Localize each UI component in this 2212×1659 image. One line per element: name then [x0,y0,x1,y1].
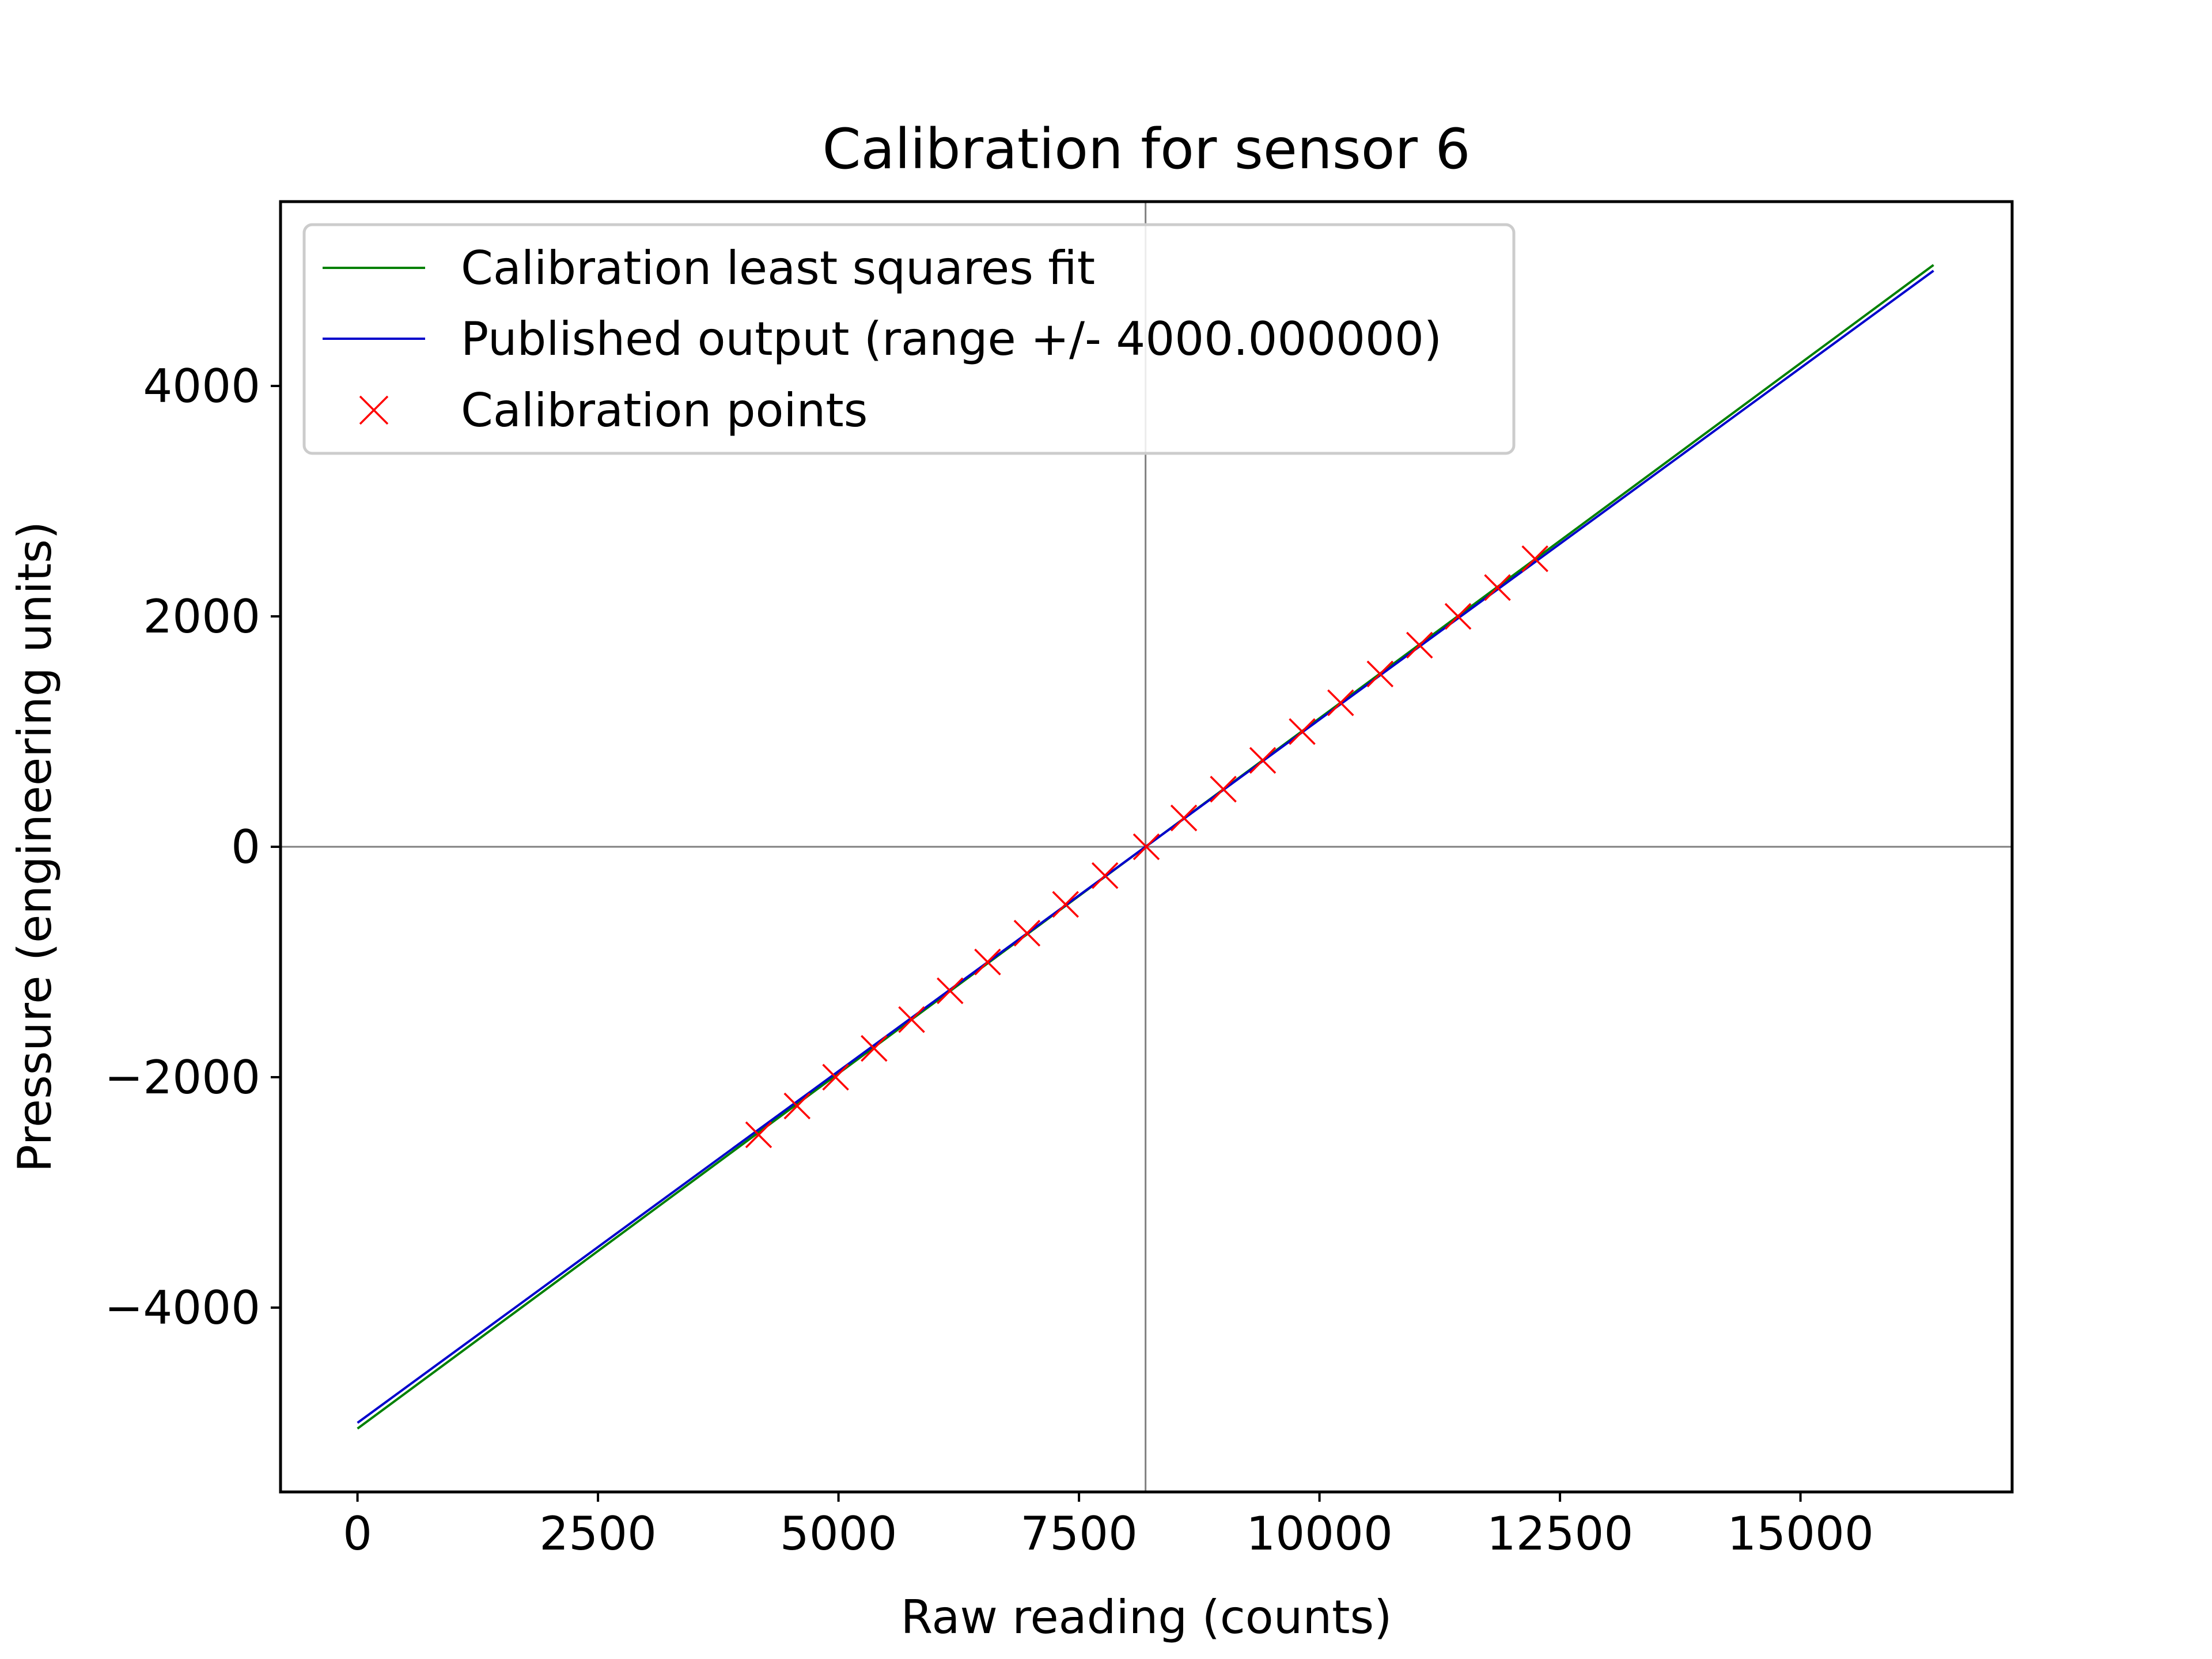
calibration-point [1052,891,1079,918]
legend-box [302,223,1516,455]
y-tick-label: 2000 [143,590,260,643]
x-tick-label: 15000 [1727,1507,1874,1560]
calibration-point [1013,919,1041,947]
chart-title: Calibration for sensor 6 [822,117,1470,181]
calibration-point [1289,718,1316,745]
calibration-point [1091,862,1119,889]
calibration-point [1444,603,1472,630]
y-axis-label: Pressure (engineering units) [8,521,62,1172]
legend-x-marker [359,395,389,425]
calibration-point [1170,804,1198,832]
x-tick-label: 7500 [1020,1507,1138,1560]
y-tick-label: −4000 [104,1281,260,1335]
series-points-2 [745,545,1548,1149]
y-axis-ticks: −4000 −2000 0 2000 4000 [104,359,281,1335]
calibration-point [822,1063,849,1091]
calibration-point [745,1121,772,1149]
x-tick-label: 5000 [780,1507,897,1560]
x-tick-label: 10000 [1246,1507,1393,1560]
calibration-point [974,948,1001,976]
calibration-point [1249,747,1277,774]
calibration-point [861,1035,888,1062]
calibration-point [1366,660,1394,688]
calibration-point [1132,833,1160,861]
legend: Calibration least squares fit Published o… [302,223,1516,455]
calibration-point [783,1092,811,1120]
legend-label: Published output (range +/- 4000.000000) [461,312,1442,366]
y-tick-label: 4000 [143,359,260,413]
x-tick-label: 12500 [1487,1507,1634,1560]
calibration-point [1521,545,1548,573]
calibration-point [1210,775,1237,803]
calibration-point [1406,631,1433,659]
calibration-point [898,1006,925,1033]
legend-label: Calibration points [461,384,868,437]
x-axis-label: Raw reading (counts) [901,1590,1392,1644]
series-layer [357,264,1934,1430]
legend-label: Calibration least squares fit [461,241,1095,295]
x-tick-label: 2500 [539,1507,657,1560]
y-tick-label: 0 [231,820,260,874]
x-axis-ticks: 0 2500 5000 7500 10000 12500 15000 [343,1492,1874,1560]
y-tick-label: −2000 [104,1051,260,1104]
calibration-point [937,977,964,1005]
x-tick-label: 0 [343,1507,372,1560]
calibration-point [1327,689,1354,717]
calibration-point [1484,574,1511,601]
